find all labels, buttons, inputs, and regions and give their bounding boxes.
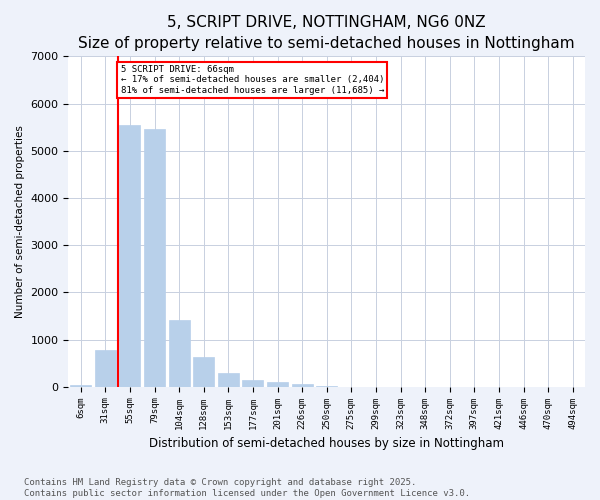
Bar: [119, 125, 140, 386]
Bar: [292, 384, 313, 386]
Bar: [144, 130, 165, 386]
Text: 5 SCRIPT DRIVE: 66sqm
← 17% of semi-detached houses are smaller (2,404)
81% of s: 5 SCRIPT DRIVE: 66sqm ← 17% of semi-deta…: [121, 65, 384, 94]
Bar: [169, 320, 190, 386]
Bar: [242, 380, 263, 386]
Bar: [193, 358, 214, 386]
Title: 5, SCRIPT DRIVE, NOTTINGHAM, NG6 0NZ
Size of property relative to semi-detached : 5, SCRIPT DRIVE, NOTTINGHAM, NG6 0NZ Siz…: [79, 15, 575, 51]
Y-axis label: Number of semi-detached properties: Number of semi-detached properties: [15, 125, 25, 318]
X-axis label: Distribution of semi-detached houses by size in Nottingham: Distribution of semi-detached houses by …: [149, 437, 504, 450]
Bar: [95, 350, 116, 387]
Bar: [267, 382, 288, 386]
Bar: [218, 373, 239, 386]
Text: Contains HM Land Registry data © Crown copyright and database right 2025.
Contai: Contains HM Land Registry data © Crown c…: [24, 478, 470, 498]
